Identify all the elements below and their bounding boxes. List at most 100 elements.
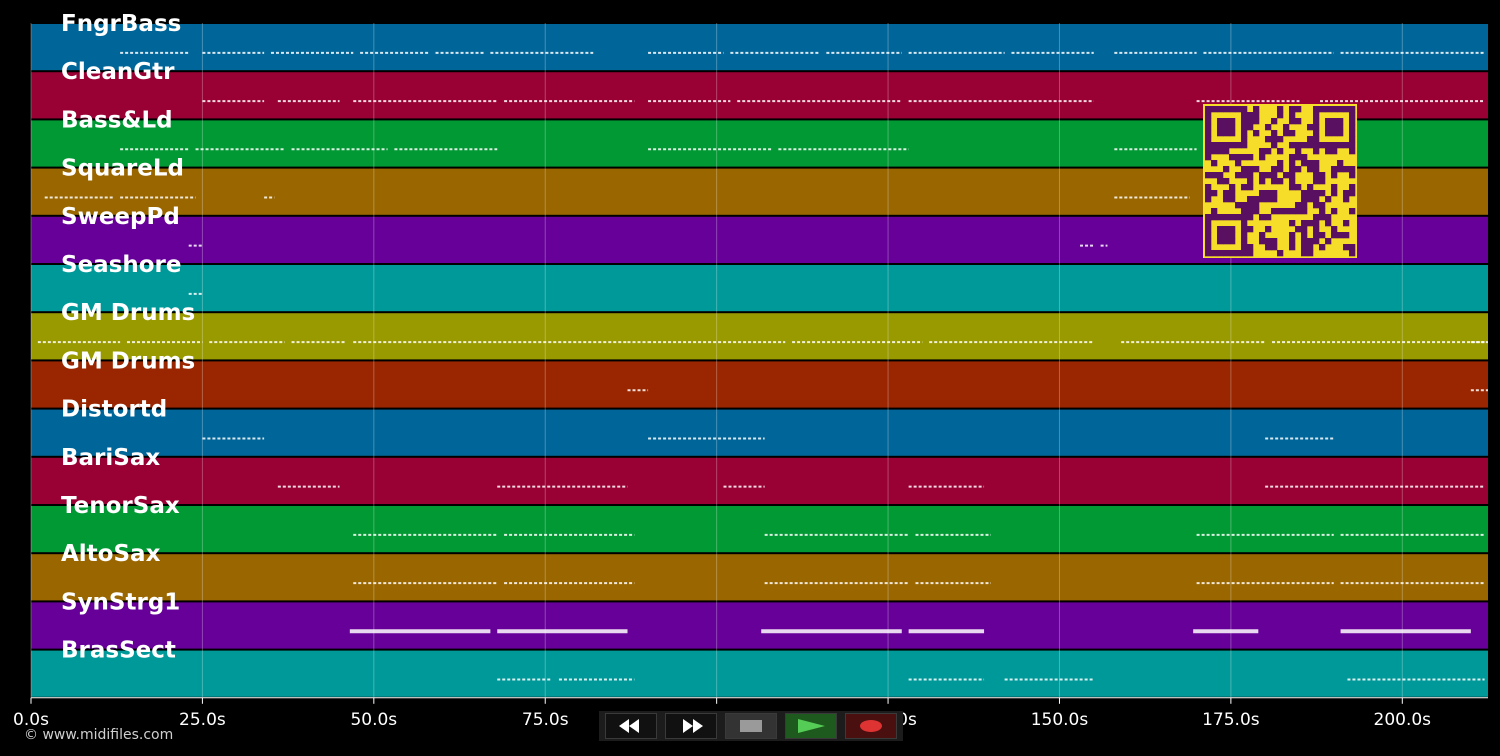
qr-module: [1223, 214, 1230, 221]
qr-module: [1295, 208, 1302, 215]
qr-module: [1235, 214, 1242, 221]
qr-module: [1223, 178, 1230, 185]
qr-module: [1271, 196, 1278, 203]
qr-module: [1205, 244, 1212, 251]
qr-module: [1229, 250, 1236, 257]
qr-module: [1235, 202, 1242, 209]
qr-module: [1217, 250, 1224, 257]
qr-module: [1307, 160, 1314, 167]
qr-module: [1235, 160, 1242, 167]
track-lane: [31, 650, 1488, 697]
qr-module: [1271, 118, 1278, 125]
qr-module: [1211, 172, 1218, 179]
qr-module: [1277, 136, 1284, 143]
qr-module: [1331, 190, 1338, 197]
qr-module: [1205, 190, 1212, 197]
qr-module: [1325, 196, 1332, 203]
copyright-text: © www.midifiles.com: [24, 727, 174, 743]
qr-module: [1247, 166, 1254, 173]
qr-module: [1217, 106, 1224, 113]
qr-module: [1319, 106, 1326, 113]
qr-module: [1247, 172, 1254, 179]
qr-module: [1307, 250, 1314, 257]
qr-module: [1301, 154, 1308, 161]
track-label: AltoSax: [61, 541, 161, 567]
qr-module: [1229, 184, 1236, 191]
qr-module: [1349, 172, 1356, 179]
qr-module: [1277, 250, 1284, 257]
qr-module: [1343, 244, 1350, 251]
qr-module: [1205, 148, 1212, 155]
track-label: BrasSect: [61, 638, 176, 664]
qr-module: [1271, 244, 1278, 251]
qr-module: [1205, 118, 1212, 125]
track-lane: [31, 554, 1488, 601]
qr-module: [1271, 190, 1278, 197]
qr-module: [1289, 238, 1296, 245]
stop-button[interactable]: [725, 713, 777, 739]
qr-module: [1235, 172, 1242, 179]
qr-module: [1241, 244, 1248, 251]
qr-module: [1223, 250, 1230, 257]
qr-module: [1313, 166, 1320, 173]
qr-module: [1241, 136, 1248, 143]
qr-module: [1223, 106, 1230, 113]
forward-button[interactable]: [665, 713, 717, 739]
qr-module: [1319, 190, 1326, 197]
qr-module: [1307, 238, 1314, 245]
qr-module: [1331, 166, 1338, 173]
qr-module: [1343, 196, 1350, 203]
qr-module: [1343, 190, 1350, 197]
qr-module: [1247, 196, 1254, 203]
qr-module: [1217, 172, 1224, 179]
qr-module: [1325, 238, 1332, 245]
qr-module: [1349, 184, 1356, 191]
qr-module: [1223, 130, 1230, 137]
qr-module: [1295, 148, 1302, 155]
qr-module: [1223, 190, 1230, 197]
track-label: BariSax: [61, 445, 160, 471]
qr-module: [1319, 232, 1326, 239]
qr-module: [1253, 130, 1260, 137]
qr-module: [1313, 112, 1320, 119]
qr-module: [1319, 202, 1326, 209]
qr-module: [1229, 226, 1236, 233]
qr-module: [1241, 214, 1248, 221]
rewind-button[interactable]: [605, 713, 657, 739]
qr-module: [1223, 238, 1230, 245]
qr-module: [1349, 250, 1356, 257]
qr-module: [1241, 238, 1248, 245]
qr-module: [1325, 214, 1332, 221]
track-lane: [31, 506, 1488, 553]
play-button[interactable]: [785, 713, 837, 739]
track-label: GM Drums: [61, 348, 195, 374]
qr-module: [1283, 124, 1290, 131]
record-button[interactable]: [845, 713, 897, 739]
qr-module: [1247, 208, 1254, 215]
track-label: Distortd: [61, 397, 167, 423]
qr-module: [1247, 154, 1254, 161]
qr-module: [1289, 112, 1296, 119]
qr-module: [1343, 220, 1350, 227]
track-lane: [31, 313, 1488, 360]
qr-module: [1265, 148, 1272, 155]
qr-module: [1289, 106, 1296, 113]
qr-module: [1217, 178, 1224, 185]
qr-module: [1313, 136, 1320, 143]
qr-module: [1247, 178, 1254, 185]
track-label: GM Drums: [61, 300, 195, 326]
qr-module: [1295, 226, 1302, 233]
track-label: Seashore: [61, 252, 182, 278]
qr-module: [1205, 250, 1212, 257]
qr-module: [1217, 142, 1224, 149]
qr-module: [1253, 202, 1260, 209]
qr-module: [1277, 148, 1284, 155]
qr-module: [1247, 250, 1254, 257]
qr-module: [1349, 106, 1356, 113]
qr-module: [1295, 118, 1302, 125]
qr-module: [1289, 178, 1296, 185]
qr-module: [1223, 148, 1230, 155]
qr-module: [1283, 208, 1290, 215]
qr-module: [1337, 130, 1344, 137]
qr-module: [1241, 112, 1248, 119]
